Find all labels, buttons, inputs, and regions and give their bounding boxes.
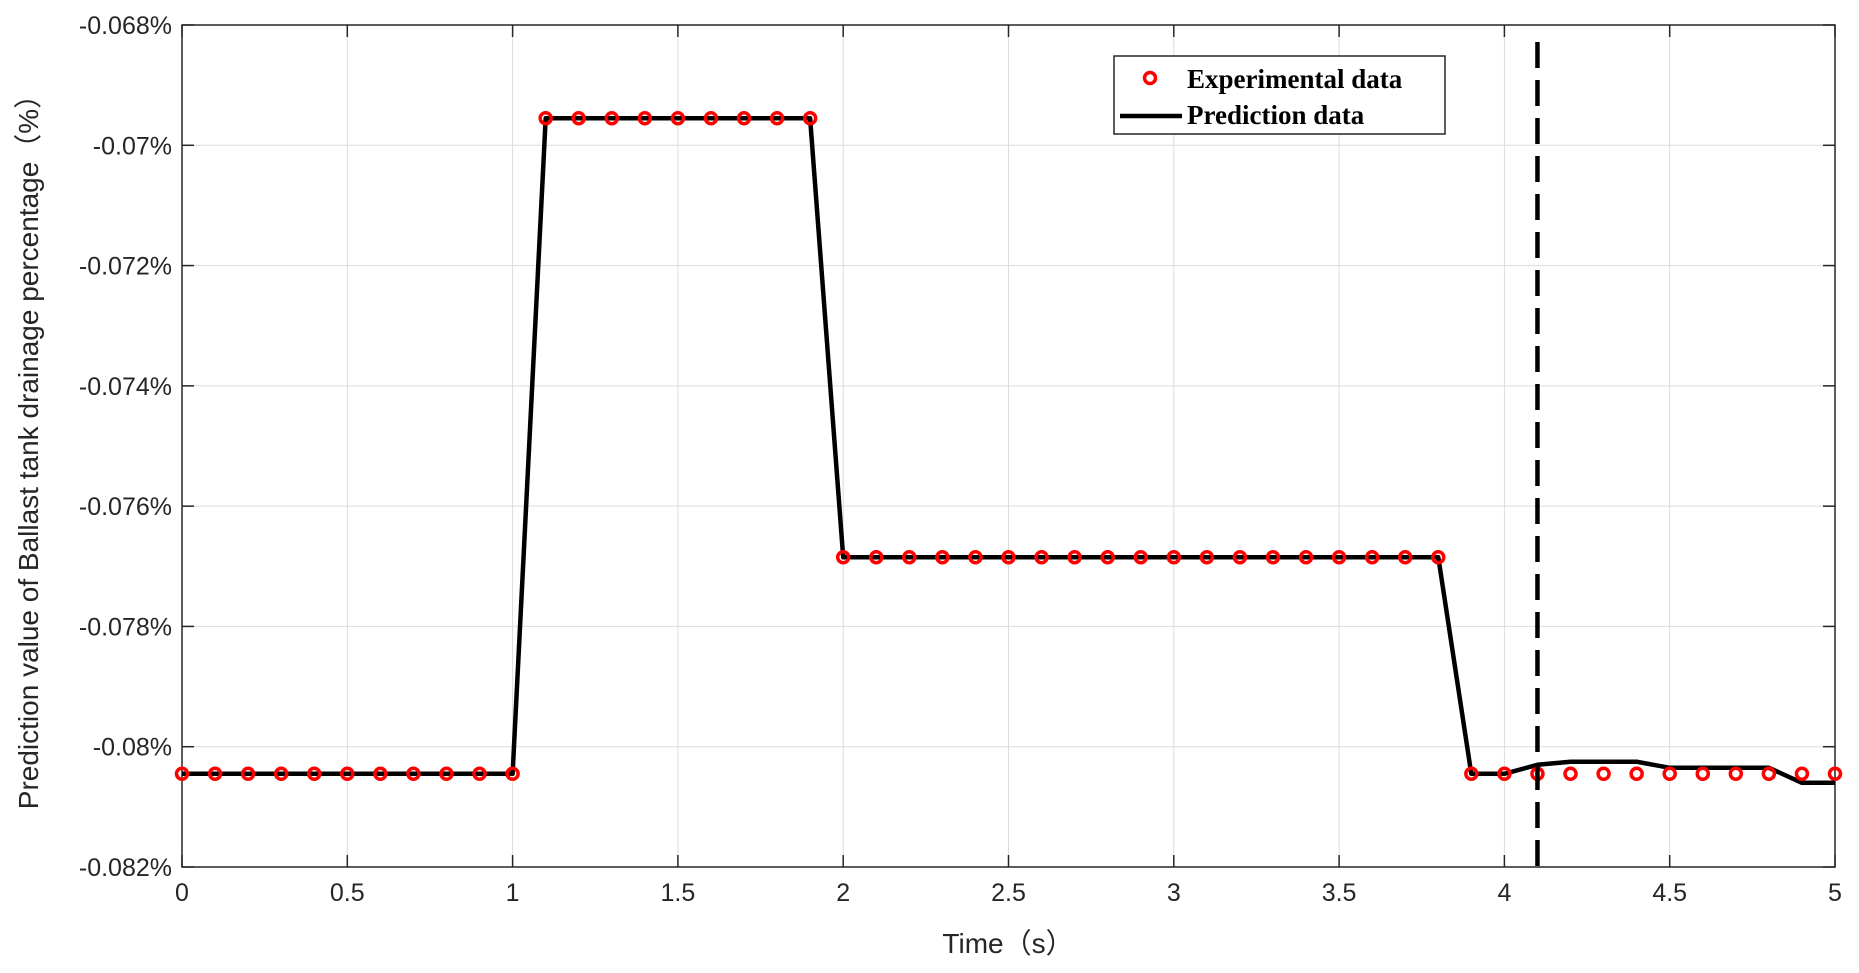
x-tick-label: 2 xyxy=(836,879,850,907)
experimental-data-point xyxy=(273,766,289,782)
experimental-data-point xyxy=(1133,550,1148,565)
experimental-data-point xyxy=(802,110,818,126)
experimental-data-point xyxy=(1629,766,1644,782)
experimental-data-point xyxy=(902,550,917,565)
y-axis-title: Prediction value of Ballast tank drainag… xyxy=(13,81,44,809)
x-tick-label: 1.5 xyxy=(661,879,696,907)
experimental-data-point xyxy=(1662,766,1677,782)
experimental-data-point xyxy=(472,766,487,782)
experimental-data-point xyxy=(769,110,785,126)
experimental-data-point xyxy=(174,766,190,782)
experimental-data-point xyxy=(670,110,686,126)
y-tick-label: -0.072% xyxy=(79,253,172,281)
y-tick-label: -0.07% xyxy=(93,132,172,160)
experimental-data-point xyxy=(1827,766,1843,782)
experimental-data-point xyxy=(1100,550,1115,565)
y-tick-label: -0.078% xyxy=(79,613,172,641)
experimental-data-point xyxy=(1563,766,1578,782)
experimental-data-point xyxy=(373,766,388,782)
experimental-data-point xyxy=(703,110,719,126)
experimental-data-point xyxy=(1761,766,1777,782)
experimental-data-point xyxy=(1034,550,1049,565)
x-tick-label: 4.5 xyxy=(1652,879,1687,907)
x-tick-label: 0 xyxy=(175,879,189,907)
experimental-data-point xyxy=(736,110,752,126)
experimental-data-point xyxy=(306,766,322,782)
experimental-data-point xyxy=(1431,550,1446,565)
prediction-data-line xyxy=(182,115,1835,786)
series-layer xyxy=(174,110,1843,786)
experimental-data-point xyxy=(1397,550,1413,565)
experimental-data-point xyxy=(604,110,620,126)
experimental-data-point xyxy=(240,766,256,782)
grid xyxy=(182,25,1835,867)
experimental-data-point xyxy=(1695,766,1711,782)
x-tick-label: 2.5 xyxy=(991,879,1026,907)
x-tick-label: 5 xyxy=(1828,879,1842,907)
experimental-data-point xyxy=(968,550,983,565)
y-tick-label: -0.074% xyxy=(79,373,172,401)
experimental-data-point xyxy=(1265,550,1281,565)
legend-marker-experimental xyxy=(1142,70,1158,86)
y-tick-label: -0.08% xyxy=(93,734,172,762)
experimental-data-point xyxy=(1166,550,1182,565)
axes: 0 0.5 1 1.5 2 2.5 3 3.5 4 4.5 5 -0.082% -0.08% -0.078… xyxy=(79,12,1842,907)
experimental-data-point xyxy=(571,110,586,126)
x-tick-label: 4 xyxy=(1497,879,1511,907)
experimental-data-point xyxy=(406,766,421,782)
legend-box xyxy=(1113,55,1446,135)
experimental-data-point xyxy=(1298,550,1314,565)
experimental-data-point xyxy=(835,550,851,565)
experimental-data-point xyxy=(1199,550,1215,565)
experimental-data-point xyxy=(538,110,553,126)
experimental-data-point xyxy=(935,550,950,565)
experimental-data-point xyxy=(637,110,653,126)
x-tick-label: 3.5 xyxy=(1322,879,1357,907)
experimental-data-point xyxy=(869,550,884,565)
legend-label-experimental: Experimental data xyxy=(1187,64,1403,94)
experimental-data-point xyxy=(1728,766,1744,782)
experimental-data-point xyxy=(1001,550,1016,565)
experimental-data-point xyxy=(1794,766,1810,782)
x-tick-label: 0.5 xyxy=(330,879,365,907)
experimental-data-point xyxy=(1067,550,1082,565)
experimental-data-point xyxy=(1331,550,1347,565)
y-tick-label: -0.082% xyxy=(79,854,172,882)
experimental-data-point xyxy=(1497,766,1512,782)
y-tick-label: -0.068% xyxy=(79,12,172,40)
experimental-data-point xyxy=(1364,550,1380,565)
x-axis-title: Time（s） xyxy=(942,928,1073,959)
x-tick-label: 3 xyxy=(1167,879,1181,907)
x-tick-label: 1 xyxy=(506,879,520,907)
experimental-data-point xyxy=(207,766,223,782)
legend-label-prediction: Prediction data xyxy=(1187,100,1365,130)
experimental-data-point xyxy=(1596,766,1611,782)
experimental-data-point xyxy=(505,766,520,782)
experimental-data-point xyxy=(1464,766,1479,782)
experimental-data-point xyxy=(340,766,355,782)
y-tick-label: -0.076% xyxy=(79,493,172,521)
legend: Experimental data Prediction data xyxy=(1113,55,1446,135)
experimental-data-point xyxy=(1232,550,1248,565)
experimental-data-point xyxy=(439,766,454,782)
